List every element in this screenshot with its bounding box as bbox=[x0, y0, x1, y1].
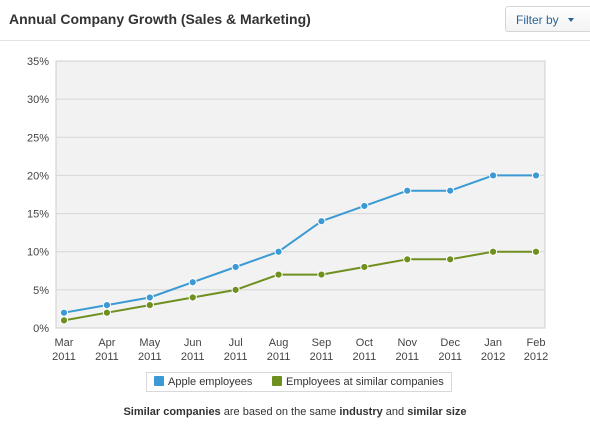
x-tick-month: Dec bbox=[440, 337, 460, 349]
series-line-0 bbox=[63, 174, 536, 314]
filter-by-button[interactable]: Filter by bbox=[505, 6, 590, 32]
data-point-1-6 bbox=[317, 270, 326, 279]
data-point-0-4 bbox=[231, 262, 240, 272]
data-point-1-1 bbox=[102, 308, 112, 317]
x-tick-month: Jul bbox=[229, 337, 243, 349]
legend-swatch-similar bbox=[272, 376, 282, 386]
data-point-0-3 bbox=[188, 278, 197, 287]
x-tick-year: 2011 bbox=[138, 351, 162, 363]
y-tick-label: 30% bbox=[27, 94, 49, 106]
y-tick-label: 10% bbox=[27, 247, 49, 259]
page-title: Annual Company Growth (Sales & Marketing… bbox=[9, 11, 311, 27]
chart-footnote: Similar companies are based on the same … bbox=[0, 406, 590, 418]
y-tick-label: 0% bbox=[33, 323, 49, 335]
x-tick-year: 2011 bbox=[52, 351, 76, 363]
x-tick-year: 2011 bbox=[353, 351, 377, 363]
chevron-down-icon bbox=[568, 18, 574, 22]
line-chart: 0% 5% 10% 15% 20% 25% 30% 35% Mar 2011 Apr 2011 May 2… bbox=[27, 56, 548, 363]
data-point-0-0 bbox=[59, 308, 69, 317]
data-point-0-10 bbox=[488, 171, 498, 180]
x-tick-month: Feb bbox=[527, 337, 546, 349]
x-tick-year: 2011 bbox=[395, 351, 419, 363]
x-tick-month: May bbox=[139, 337, 160, 349]
x-tick-month: Sep bbox=[312, 337, 332, 349]
plot-area bbox=[55, 60, 546, 329]
x-tick-month: Aug bbox=[269, 337, 289, 349]
x-tick-year: 2011 bbox=[181, 351, 205, 363]
x-tick-month: Nov bbox=[397, 337, 417, 349]
footnote-text-2: and bbox=[382, 406, 408, 418]
chart-legend: Apple employees Employees at similar com… bbox=[146, 372, 452, 392]
x-tick-year: 2011 bbox=[438, 351, 462, 363]
data-point-0-9 bbox=[446, 186, 455, 195]
x-tick-year: 2012 bbox=[481, 351, 505, 363]
legend-swatch-apple bbox=[154, 376, 164, 386]
x-tick-month: Jan bbox=[484, 337, 502, 349]
data-point-1-10 bbox=[488, 247, 498, 256]
legend-item-similar[interactable]: Employees at similar companies bbox=[272, 376, 444, 390]
data-point-1-4 bbox=[231, 285, 240, 294]
y-tick-label: 20% bbox=[27, 170, 49, 182]
x-tick-year: 2011 bbox=[95, 351, 119, 363]
data-point-1-5 bbox=[274, 270, 283, 279]
data-point-0-8 bbox=[403, 186, 412, 195]
x-tick-year: 2011 bbox=[310, 351, 334, 363]
x-tick-month: Apr bbox=[98, 337, 115, 349]
legend-label-similar: Employees at similar companies bbox=[286, 376, 444, 388]
data-point-1-2 bbox=[145, 301, 154, 310]
x-tick-year: 2011 bbox=[267, 351, 291, 363]
data-point-1-9 bbox=[446, 255, 455, 264]
x-tick-year: 2011 bbox=[224, 351, 248, 363]
x-tick-month: Mar bbox=[55, 337, 74, 349]
data-point-1-7 bbox=[360, 262, 369, 272]
data-point-0-5 bbox=[274, 247, 283, 256]
data-point-1-0 bbox=[59, 316, 69, 325]
x-tick-year: 2012 bbox=[524, 351, 548, 363]
x-tick-month: Oct bbox=[356, 337, 373, 349]
legend-item-apple[interactable]: Apple employees bbox=[154, 376, 252, 390]
data-point-1-8 bbox=[403, 255, 412, 264]
y-tick-label: 5% bbox=[33, 285, 49, 297]
legend-label-apple: Apple employees bbox=[168, 376, 253, 388]
data-point-0-2 bbox=[145, 293, 154, 302]
footnote-similar-size: similar size bbox=[407, 406, 467, 418]
header-divider bbox=[0, 40, 590, 41]
data-point-0-1 bbox=[102, 301, 112, 310]
data-point-1-3 bbox=[188, 293, 197, 302]
data-point-0-7 bbox=[360, 201, 369, 211]
data-point-0-6 bbox=[317, 217, 326, 226]
data-point-1-11 bbox=[531, 247, 541, 256]
y-tick-label: 25% bbox=[27, 132, 49, 144]
series-line-1 bbox=[63, 250, 536, 322]
data-point-0-11 bbox=[531, 171, 541, 180]
footnote-industry: industry bbox=[339, 406, 383, 418]
y-tick-label: 15% bbox=[27, 209, 49, 221]
x-tick-month: Jun bbox=[184, 337, 202, 349]
footnote-text-1: are based on the same bbox=[220, 406, 340, 418]
footnote-similar-companies: Similar companies bbox=[123, 406, 221, 418]
chart-header: Annual Company Growth (Sales & Marketing… bbox=[0, 0, 590, 40]
y-tick-label: 35% bbox=[27, 56, 49, 68]
filter-by-label: Filter by bbox=[516, 13, 559, 27]
